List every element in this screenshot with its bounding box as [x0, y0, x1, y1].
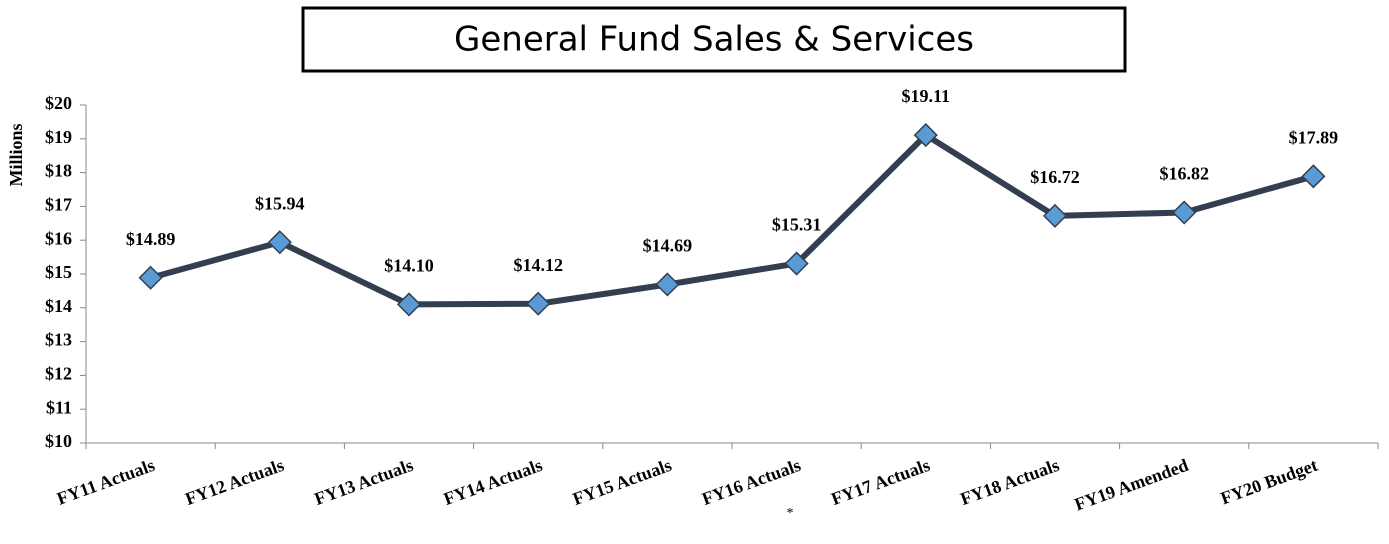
x-tick-label: FY16 Actuals [699, 455, 803, 509]
value-label: $16.82 [1159, 164, 1209, 184]
y-tick-label: $12 [45, 364, 72, 384]
value-label: $15.94 [255, 193, 305, 213]
y-tick-label: $16 [45, 228, 72, 248]
y-tick-label: $13 [45, 330, 72, 350]
marker [526, 291, 551, 316]
value-label: $14.69 [643, 236, 693, 256]
chart-title: General Fund Sales & Services [454, 20, 974, 60]
y-tick-label: $14 [45, 296, 72, 316]
title-box [301, 6, 1127, 73]
y-tick-label: $17 [45, 195, 72, 215]
x-tick-label: FY19 Amended [1072, 455, 1191, 515]
y-tick-label: $19 [45, 127, 72, 147]
x-tick-label: FY18 Actuals [958, 455, 1062, 509]
marker [784, 251, 809, 276]
marker [138, 265, 163, 290]
marker [267, 230, 292, 255]
value-label: $19.11 [902, 86, 951, 106]
y-tick-label: $20 [45, 93, 72, 113]
x-tick-label: FY20 Budget [1218, 455, 1320, 509]
y-tick-label: $11 [46, 397, 72, 417]
value-label: $14.89 [126, 229, 176, 249]
x-tick-label: FY15 Actuals [570, 455, 674, 509]
value-label: $14.10 [384, 256, 434, 276]
line [149, 132, 1315, 308]
marker [396, 292, 422, 317]
y-tick-label: $18 [45, 161, 72, 181]
y-axis-label: Millions [6, 123, 26, 186]
marker [655, 272, 680, 297]
x-tick-label: FY17 Actuals [828, 455, 932, 509]
marker [1042, 203, 1068, 228]
x-tick-label: FY13 Actuals [312, 455, 416, 509]
value-label: $16.72 [1030, 167, 1080, 187]
marker [1172, 200, 1197, 225]
y-tick-label: $10 [45, 431, 72, 451]
x-tick-label: FY11 Actuals [54, 455, 157, 509]
value-label: $14.12 [513, 255, 563, 275]
value-label: $17.89 [1289, 127, 1339, 147]
marker [913, 123, 938, 148]
x-tick-label: FY12 Actuals [182, 455, 286, 509]
y-tick-label: $15 [45, 262, 72, 282]
marker [1301, 164, 1326, 189]
x-tick-label: FY14 Actuals [441, 455, 545, 509]
annotation: * [787, 506, 794, 521]
value-label: $15.31 [772, 215, 822, 235]
